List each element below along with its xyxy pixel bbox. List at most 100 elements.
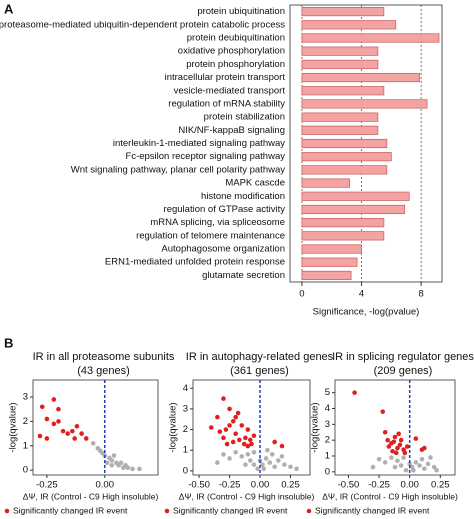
category-label: protein stabilization — [204, 112, 285, 123]
chart-subtitle: (43 genes) — [77, 365, 130, 377]
chart-subtitle: (209 genes) — [374, 365, 433, 377]
data-point — [263, 456, 269, 461]
data-point — [245, 443, 251, 449]
data-point — [398, 437, 404, 443]
data-point — [390, 448, 395, 454]
data-point — [425, 461, 431, 467]
category-label: Fc-epsilon receptor signaling pathway — [126, 151, 286, 162]
data-point — [251, 462, 257, 467]
y-tick-label: 5 — [325, 387, 330, 398]
data-point — [396, 431, 401, 437]
data-point — [386, 444, 392, 449]
data-point — [74, 423, 80, 429]
x-tick-label: -0.25 — [368, 480, 390, 491]
data-point — [389, 455, 394, 460]
bar — [301, 165, 388, 175]
data-point — [419, 456, 425, 462]
legend-marker — [4, 508, 10, 514]
data-point — [241, 441, 247, 447]
data-point — [401, 455, 406, 460]
data-point — [288, 464, 293, 470]
x-axis-label: ΔΨ, IR (Control - C9 High insoluble) — [23, 491, 159, 501]
chart-title: IR in all proteasome subunits — [33, 351, 175, 363]
bar — [301, 204, 406, 215]
y-tick-label: 1 — [183, 445, 188, 456]
data-point — [404, 444, 410, 449]
data-point — [276, 458, 281, 463]
data-point — [395, 458, 400, 464]
y-tick-label: 1 — [23, 440, 28, 451]
y-tick-label: 3 — [23, 392, 28, 403]
data-point — [230, 439, 236, 445]
data-point — [227, 456, 232, 461]
data-point — [208, 425, 214, 430]
data-point — [215, 414, 220, 420]
data-point — [279, 454, 285, 459]
data-point — [239, 423, 245, 428]
legend-label: Significantly changed IR event — [173, 505, 288, 515]
data-point — [217, 429, 223, 434]
data-point — [269, 452, 275, 457]
panel-label: A — [4, 1, 14, 16]
x-tick-label: -0.25 — [219, 480, 241, 491]
data-point — [39, 404, 45, 410]
data-point — [237, 437, 242, 443]
panel-label: B — [4, 335, 13, 350]
y-axis-label: -log(qvalue) — [168, 402, 179, 452]
data-point — [260, 462, 265, 467]
category-label: mRNA splicing, via spliceosome — [150, 217, 285, 228]
category-label: histone modification — [201, 191, 285, 202]
data-point — [382, 460, 388, 465]
legend-marker — [306, 508, 312, 514]
chart-title: IR in autophagy-related genes — [186, 351, 334, 363]
bar — [301, 7, 385, 17]
bar — [301, 125, 379, 135]
category-label: intracellular protein transport — [165, 72, 286, 83]
y-tick-label: 4 — [325, 403, 330, 414]
legend-label: Significantly changed IR event — [13, 505, 128, 515]
data-point — [251, 449, 257, 455]
category-label: regulation of telomere maintenance — [136, 230, 285, 241]
data-point — [245, 427, 251, 432]
data-point — [44, 416, 50, 422]
category-label: MAPK cascde — [225, 178, 285, 189]
x-tick-label: 0 — [299, 289, 304, 300]
data-point — [243, 462, 248, 467]
data-point — [251, 433, 257, 439]
data-point — [294, 466, 299, 472]
data-point — [100, 450, 105, 456]
data-point — [221, 396, 226, 401]
y-axis-label: -log(qvalue) — [8, 402, 19, 452]
bar — [301, 191, 410, 201]
bar — [301, 59, 379, 69]
data-point — [393, 450, 399, 456]
data-point — [123, 462, 128, 468]
data-point — [249, 441, 254, 447]
data-point — [279, 443, 285, 449]
category-label: proteasome-mediated ubiquitin-dependent … — [0, 19, 285, 30]
data-point — [233, 431, 238, 436]
data-point — [398, 463, 404, 468]
data-point — [70, 428, 75, 434]
bar — [301, 244, 362, 254]
category-label: regulation of mRNA stability — [168, 98, 285, 109]
data-point — [56, 419, 61, 424]
category-label: ERN1-mediated unfolded protein response — [105, 257, 285, 268]
category-label: protein phosphorylation — [186, 59, 285, 70]
category-label: vesicle-mediated transport — [174, 85, 286, 96]
data-point — [51, 421, 57, 427]
plot-frame — [334, 379, 456, 476]
plot-frame — [32, 379, 159, 476]
x-tick-label: 0.00 — [96, 480, 115, 491]
plot-frame — [289, 4, 443, 283]
chart-subtitle: (361 genes) — [230, 365, 289, 377]
bar — [301, 178, 350, 188]
plot-frame — [192, 379, 311, 476]
x-tick-label: -0.50 — [338, 480, 360, 491]
data-point — [265, 447, 270, 453]
x-axis-label: Significance, -log(pvalue) — [313, 307, 420, 318]
data-point — [392, 464, 398, 470]
bar — [301, 270, 352, 280]
data-point — [104, 460, 110, 466]
